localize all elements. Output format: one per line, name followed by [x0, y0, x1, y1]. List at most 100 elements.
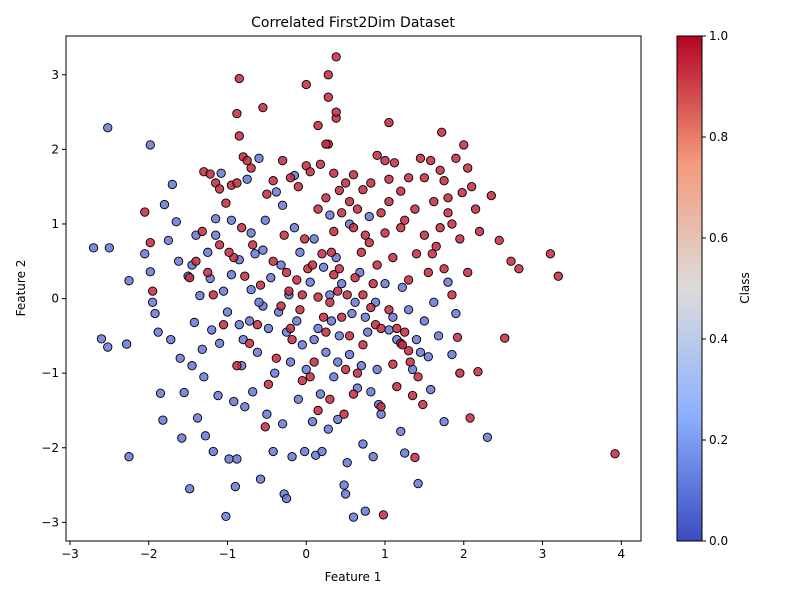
scatter-points	[88, 52, 620, 522]
data-point-class-0	[103, 342, 113, 352]
x-axis: −3 −2 −1 0 1 2 3 4	[61, 541, 625, 561]
data-point-class-1	[358, 185, 368, 195]
data-point-class-0	[250, 249, 260, 259]
data-point-class-0	[443, 277, 453, 287]
data-point-class-0	[213, 390, 223, 401]
data-point-class-0	[262, 409, 272, 419]
data-point-class-0	[185, 484, 195, 494]
data-point-class-1	[350, 273, 360, 283]
data-point-class-0	[175, 353, 185, 363]
data-point-class-1	[334, 264, 344, 274]
data-point-class-1	[474, 226, 485, 237]
x-tick-label: −2	[140, 547, 158, 561]
data-point-class-1	[380, 228, 390, 238]
data-point-class-1	[411, 249, 422, 259]
data-point-class-0	[309, 334, 319, 345]
data-point-class-1	[340, 178, 351, 188]
data-point-class-1	[364, 237, 374, 248]
data-point-class-1	[325, 297, 335, 307]
data-point-class-0	[325, 210, 335, 220]
data-point-class-0	[255, 474, 266, 484]
data-point-class-1	[405, 357, 415, 367]
data-point-class-0	[230, 481, 241, 492]
data-point-class-0	[344, 349, 355, 360]
data-point-class-0	[356, 361, 367, 371]
data-point-class-1	[277, 155, 288, 166]
data-point-class-1	[293, 182, 304, 192]
data-point-class-0	[240, 402, 250, 412]
data-point-class-1	[305, 372, 315, 382]
data-point-class-1	[279, 230, 289, 240]
data-point-class-0	[292, 316, 302, 326]
colorbar-tick-label: 0.4	[709, 332, 728, 346]
data-point-class-0	[122, 339, 132, 349]
data-point-class-0	[218, 286, 229, 296]
data-point-class-0	[295, 247, 305, 257]
data-point-class-1	[443, 193, 453, 203]
data-point-class-1	[218, 320, 229, 330]
data-point-class-1	[380, 155, 390, 166]
data-point-class-0	[208, 446, 218, 457]
y-tick-label: 3	[51, 68, 59, 82]
data-point-class-0	[147, 297, 158, 307]
data-point-class-1	[400, 215, 410, 225]
data-point-class-1	[248, 240, 258, 250]
data-point-class-0	[179, 387, 189, 398]
y-tick-label: −1	[41, 366, 59, 380]
data-point-class-0	[242, 174, 252, 184]
y-tick-label: −3	[41, 515, 59, 529]
data-point-class-1	[242, 155, 252, 166]
data-point-class-1	[305, 167, 315, 177]
data-point-class-0	[342, 458, 352, 468]
data-point-class-0	[289, 223, 300, 233]
data-point-class-0	[254, 297, 264, 307]
data-point-class-1	[203, 267, 213, 278]
data-point-class-1	[366, 178, 376, 188]
data-point-class-0	[177, 433, 187, 443]
data-point-class-1	[418, 399, 428, 410]
data-point-class-1	[455, 234, 465, 244]
data-point-class-1	[334, 185, 344, 196]
data-point-class-1	[506, 256, 516, 266]
data-point-class-0	[266, 273, 276, 283]
data-point-class-0	[153, 327, 163, 337]
data-point-class-1	[297, 290, 307, 300]
data-point-class-1	[284, 286, 294, 296]
data-point-class-1	[342, 290, 352, 300]
x-tick-label: 0	[302, 547, 310, 561]
data-point-class-1	[494, 235, 504, 246]
colorbar-label: Class	[738, 272, 752, 304]
data-point-class-1	[321, 327, 331, 337]
data-point-class-0	[271, 187, 281, 197]
data-point-class-1	[287, 334, 297, 345]
data-point-class-1	[439, 176, 449, 186]
data-point-class-1	[439, 264, 449, 274]
data-point-class-0	[155, 388, 166, 398]
data-point-class-1	[281, 267, 292, 278]
data-point-class-1	[392, 381, 402, 392]
data-point-class-0	[277, 419, 288, 429]
data-point-class-0	[163, 235, 174, 246]
data-point-class-0	[397, 282, 407, 293]
data-point-class-0	[248, 387, 258, 397]
data-point-class-1	[348, 389, 359, 399]
data-point-class-1	[372, 150, 382, 161]
data-point-class-1	[435, 223, 445, 233]
x-tick-label: 1	[381, 547, 389, 561]
data-point-class-1	[185, 273, 195, 283]
data-point-class-0	[140, 249, 150, 259]
data-point-class-0	[192, 413, 203, 423]
data-point-class-0	[150, 308, 160, 319]
data-point-class-1	[292, 275, 302, 285]
data-point-class-0	[413, 478, 423, 489]
data-point-class-0	[173, 256, 184, 266]
data-point-class-1	[224, 247, 234, 257]
data-point-class-1	[463, 163, 473, 173]
data-point-class-0	[372, 364, 382, 375]
data-point-class-1	[147, 286, 158, 296]
data-point-class-0	[244, 316, 255, 326]
data-point-class-0	[195, 290, 205, 301]
data-point-class-0	[333, 357, 343, 367]
data-point-class-0	[313, 323, 323, 334]
